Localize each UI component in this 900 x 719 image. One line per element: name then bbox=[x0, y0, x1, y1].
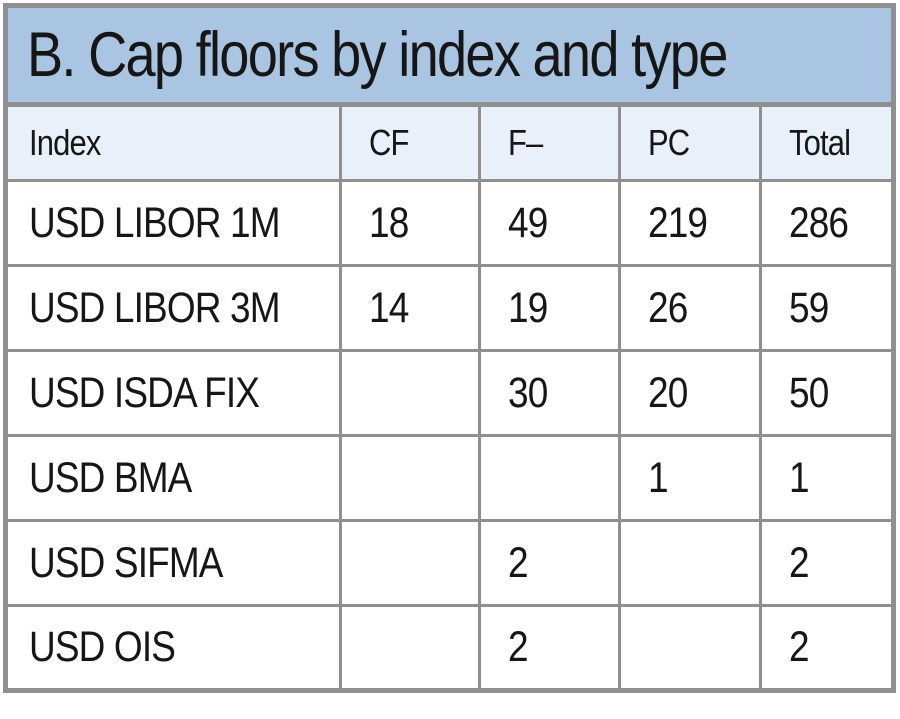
table-row-usd-sifma: USD SIFMA 2 2 bbox=[4, 519, 896, 607]
table-cell-cf: 14 bbox=[338, 264, 482, 352]
cell-value: 1 bbox=[648, 453, 669, 502]
row-label: USD BMA bbox=[29, 453, 192, 502]
cell-value: 2 bbox=[788, 623, 810, 671]
table-cell-pc: 219 bbox=[618, 179, 762, 267]
column-header-label: Total bbox=[788, 122, 851, 163]
row-label: USD OIS bbox=[29, 623, 176, 671]
row-label: USD LIBOR 3M bbox=[29, 283, 281, 332]
cell-value: 49 bbox=[508, 198, 548, 247]
table-cell-pc: 1 bbox=[618, 434, 762, 522]
table-cell-total: 2 bbox=[758, 604, 896, 692]
table-row-usd-bma: USD BMA 1 1 bbox=[4, 434, 896, 522]
cell-value: 2 bbox=[788, 538, 810, 587]
table-cell-f: 19 bbox=[478, 264, 622, 352]
cap-floors-table: B. Cap floors by index and type Index CF… bbox=[3, 3, 896, 693]
cell-value: 219 bbox=[648, 198, 708, 247]
column-header-label: F– bbox=[508, 122, 543, 163]
column-header-label: Index bbox=[29, 122, 101, 163]
table-row-usd-ois: USD OIS 2 2 bbox=[4, 604, 896, 692]
cell-value: 2 bbox=[508, 623, 529, 671]
row-label-cell: USD BMA bbox=[4, 434, 342, 522]
table-cell-total: 2 bbox=[758, 519, 896, 607]
table-cell-f: 30 bbox=[478, 349, 622, 437]
table-cell-f: 2 bbox=[478, 604, 622, 692]
cell-value: 18 bbox=[368, 198, 409, 247]
table-cell-cf: 18 bbox=[338, 179, 482, 267]
column-header-pc: PC bbox=[618, 103, 762, 182]
cell-value: 2 bbox=[508, 538, 529, 587]
panel-title: B. Cap floors by index and type bbox=[27, 20, 728, 90]
table-cell-pc bbox=[618, 604, 762, 692]
column-header-label: PC bbox=[648, 122, 690, 163]
table-row-usd-libor-3m: USD LIBOR 3M 14 19 26 59 bbox=[4, 264, 896, 352]
table-cell-cf bbox=[338, 349, 482, 437]
table-cell-pc: 26 bbox=[618, 264, 762, 352]
row-label: USD ISDA FIX bbox=[29, 368, 260, 417]
panel-title-cell: B. Cap floors by index and type bbox=[4, 4, 895, 107]
column-header-label: CF bbox=[368, 122, 409, 163]
table-cell-f bbox=[478, 434, 622, 522]
cell-value: 20 bbox=[648, 368, 688, 417]
row-label-cell: USD LIBOR 3M bbox=[4, 264, 342, 352]
row-label: USD LIBOR 1M bbox=[29, 198, 281, 247]
cell-value: 1 bbox=[788, 453, 810, 502]
table-cell-pc: 20 bbox=[618, 349, 762, 437]
panel-title-row: B. Cap floors by index and type bbox=[4, 4, 895, 107]
cell-value: 19 bbox=[508, 283, 548, 332]
table-cell-pc bbox=[618, 519, 762, 607]
row-label-cell: USD OIS bbox=[4, 604, 342, 692]
table-cell-f: 49 bbox=[478, 179, 622, 267]
table-cell-cf bbox=[338, 604, 482, 692]
row-label-cell: USD ISDA FIX bbox=[4, 349, 342, 437]
table-cell-total: 1 bbox=[758, 434, 896, 522]
column-header-index: Index bbox=[4, 103, 342, 182]
column-header-row: Index CF F– PC Total bbox=[4, 103, 896, 182]
row-label-cell: USD LIBOR 1M bbox=[4, 179, 342, 267]
column-header-cf: CF bbox=[338, 103, 482, 182]
cell-value: 26 bbox=[648, 283, 688, 332]
cell-value: 30 bbox=[508, 368, 548, 417]
cell-value: 50 bbox=[788, 368, 829, 417]
cell-value: 286 bbox=[788, 198, 849, 247]
column-header-f: F– bbox=[478, 103, 622, 182]
column-header-total: Total bbox=[758, 103, 896, 182]
cell-value: 14 bbox=[368, 283, 409, 332]
row-label-cell: USD SIFMA bbox=[4, 519, 342, 607]
table-cell-f: 2 bbox=[478, 519, 622, 607]
table-cell-total: 59 bbox=[758, 264, 896, 352]
table-row-usd-libor-1m: USD LIBOR 1M 18 49 219 286 bbox=[4, 179, 896, 267]
row-label: USD SIFMA bbox=[29, 538, 223, 587]
table-cell-total: 50 bbox=[758, 349, 896, 437]
table-cell-cf bbox=[338, 519, 482, 607]
table-cell-total: 286 bbox=[758, 179, 896, 267]
cell-value: 59 bbox=[788, 283, 829, 332]
table-row-usd-isda-fix: USD ISDA FIX 30 20 50 bbox=[4, 349, 896, 437]
table-cell-cf bbox=[338, 434, 482, 522]
